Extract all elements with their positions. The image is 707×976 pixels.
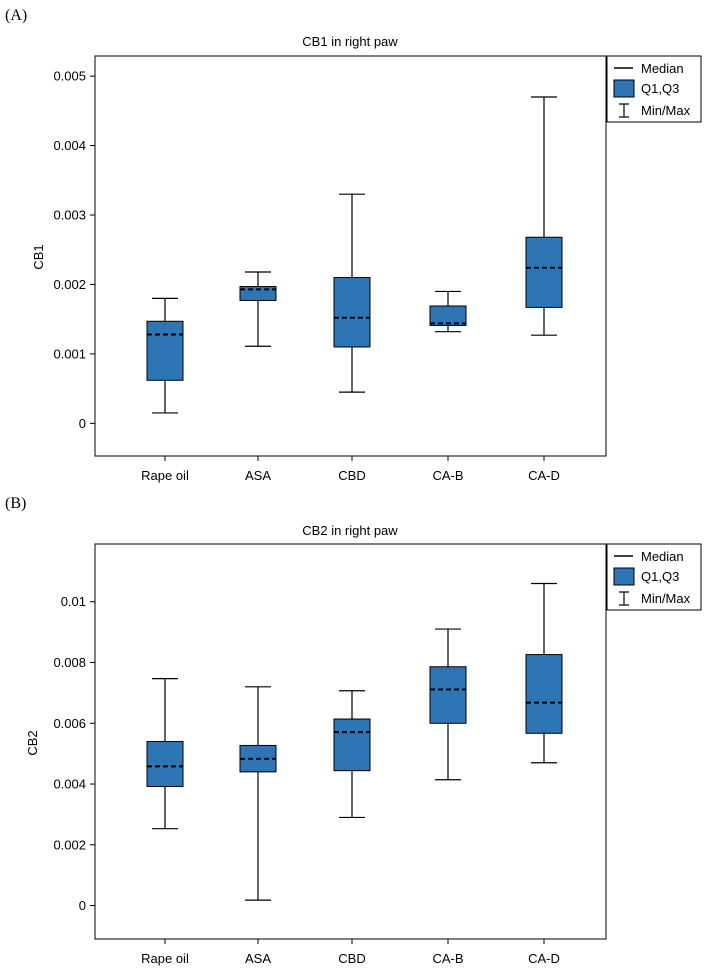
y-tick-label: 0.003 bbox=[53, 208, 86, 223]
minmax-legend-icon bbox=[619, 591, 629, 606]
y-tick-label: 0.005 bbox=[53, 69, 86, 84]
panel-b: (B) CB2 in right paw CB2 Median Q1,Q3 Mi… bbox=[5, 495, 702, 966]
q1q3-legend-swatch bbox=[613, 79, 635, 98]
x-tick-label: ASA bbox=[245, 468, 271, 483]
box-ca-d bbox=[525, 96, 563, 336]
q1-q3-box bbox=[333, 277, 371, 348]
box-cbd bbox=[333, 193, 371, 393]
q1-q3-box bbox=[146, 741, 184, 787]
y-tick-label: 0.004 bbox=[53, 777, 86, 792]
y-tick-label: 0 bbox=[79, 898, 86, 913]
q1-q3-box bbox=[525, 236, 563, 308]
y-tick-label: 0.01 bbox=[61, 594, 86, 609]
q1q3-legend-swatch bbox=[613, 567, 635, 586]
y-tick-label: 0.002 bbox=[53, 837, 86, 852]
x-tick-label: Rape oil bbox=[141, 468, 189, 483]
panel-b-label: (B) bbox=[5, 495, 26, 512]
box-rape-oil bbox=[146, 678, 184, 830]
x-tick-label: CA-B bbox=[432, 468, 463, 483]
x-tick-label: ASA bbox=[245, 951, 271, 966]
q1-q3-box bbox=[525, 654, 563, 734]
box-rape-oil bbox=[146, 297, 184, 414]
x-tick-label: CBD bbox=[338, 951, 365, 966]
minmax-legend-icon bbox=[619, 103, 629, 118]
x-tick-label: CBD bbox=[338, 468, 365, 483]
y-tick-label: 0.004 bbox=[53, 138, 86, 153]
panel-b-y-axis-label: CB2 bbox=[25, 730, 40, 755]
box-asa bbox=[239, 271, 277, 347]
box-ca-b bbox=[429, 628, 467, 781]
x-tick-label: CA-D bbox=[528, 468, 560, 483]
box-ca-d bbox=[525, 582, 563, 764]
box-asa bbox=[239, 686, 277, 901]
x-tick-label: Rape oil bbox=[141, 951, 189, 966]
panel-a-y-axis-label: CB1 bbox=[31, 244, 46, 269]
legend-minmax-label: Min/Max bbox=[641, 591, 691, 606]
q1-q3-box bbox=[146, 320, 184, 381]
y-tick-label: 0.002 bbox=[53, 277, 86, 292]
panel-b-title: CB2 in right paw bbox=[302, 523, 398, 538]
q1-q3-box bbox=[333, 718, 371, 772]
panel-a-label: (A) bbox=[5, 7, 27, 24]
panel-b-marks: 0 0.002 0.004 0.006 0.008 0.01 Rape oil ASA CBD C… bbox=[53, 582, 563, 966]
panel-a: (A) CB1 in right paw CB1 Median Q1,Q3 Mi… bbox=[5, 7, 702, 483]
panel-b-legend: Median Q1,Q3 Min/Max bbox=[606, 543, 702, 611]
legend-q1q3-label: Q1,Q3 bbox=[641, 81, 679, 96]
panel-a-marks: 0 0.001 0.002 0.003 0.004 0.005 Rape oil ASA CBD… bbox=[53, 69, 563, 483]
legend-median-label: Median bbox=[641, 61, 684, 76]
y-tick-label: 0.001 bbox=[53, 346, 86, 361]
panel-a-plot-frame bbox=[94, 55, 607, 457]
panel-a-title: CB1 in right paw bbox=[302, 34, 398, 49]
box-ca-b bbox=[429, 290, 467, 333]
y-tick-label: 0 bbox=[79, 416, 86, 431]
panel-b-plot-frame bbox=[94, 543, 607, 940]
q1-q3-box bbox=[429, 666, 467, 724]
panel-a-legend: Median Q1,Q3 Min/Max bbox=[606, 55, 702, 123]
y-tick-label: 0.008 bbox=[53, 655, 86, 670]
box-cbd bbox=[333, 690, 371, 819]
legend-median-label: Median bbox=[641, 549, 684, 564]
x-tick-label: CA-D bbox=[528, 951, 560, 966]
x-tick-label: CA-B bbox=[432, 951, 463, 966]
q1-q3-box bbox=[429, 305, 467, 326]
legend-minmax-label: Min/Max bbox=[641, 103, 691, 118]
legend-q1q3-label: Q1,Q3 bbox=[641, 569, 679, 584]
y-tick-label: 0.006 bbox=[53, 716, 86, 731]
